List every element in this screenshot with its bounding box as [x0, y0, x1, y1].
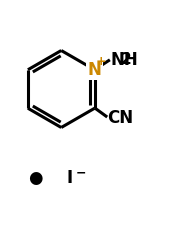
- Text: −: −: [75, 166, 86, 180]
- Text: +: +: [96, 55, 107, 68]
- Text: CN: CN: [107, 109, 133, 127]
- Text: I: I: [67, 169, 73, 187]
- Text: N: N: [88, 61, 101, 79]
- Text: ●: ●: [28, 169, 42, 187]
- Text: 2: 2: [121, 52, 132, 67]
- Text: NH: NH: [110, 51, 138, 69]
